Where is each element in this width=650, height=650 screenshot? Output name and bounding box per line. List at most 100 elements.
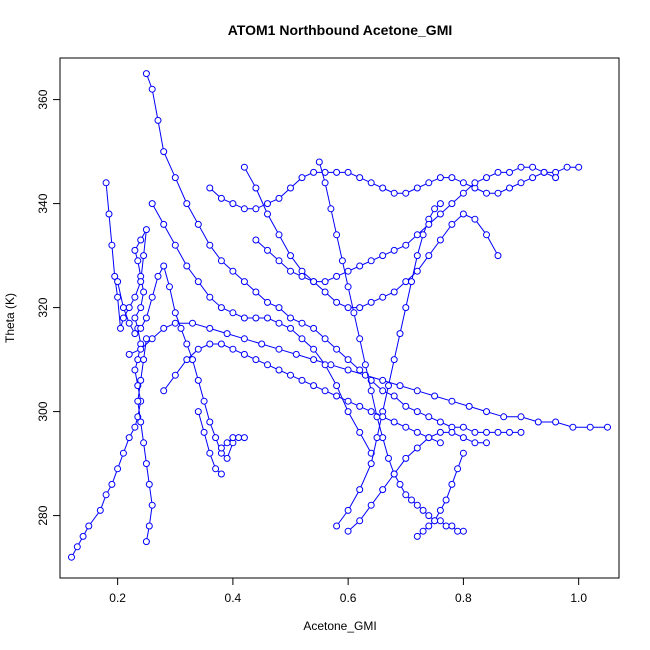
data-point [517, 413, 525, 421]
x-tick-label: 0.8 [455, 591, 472, 605]
data-point [217, 340, 225, 348]
data-point [183, 262, 191, 270]
data-point [131, 246, 139, 254]
data-point [431, 392, 439, 400]
data-point [604, 423, 611, 431]
data-point [483, 231, 490, 239]
data-point [194, 376, 202, 384]
trajectory-16 [252, 163, 560, 286]
data-point [217, 304, 225, 312]
data-point [183, 340, 191, 348]
data-point [471, 179, 479, 187]
data-point [154, 272, 162, 280]
data-point [379, 376, 387, 384]
data-point [119, 314, 127, 322]
data-point [229, 345, 237, 353]
data-point [252, 184, 260, 192]
data-point [436, 506, 444, 514]
data-point [148, 501, 156, 509]
trajectory-4 [125, 319, 611, 431]
data-point [137, 278, 145, 286]
data-point [367, 298, 375, 306]
data-point [194, 345, 202, 353]
data-point [160, 262, 168, 270]
data-point [333, 298, 341, 306]
data-point [563, 163, 571, 171]
data-point [223, 330, 231, 338]
x-tick-label: 0.2 [109, 591, 126, 605]
trajectory-line [145, 73, 521, 433]
data-point [483, 174, 490, 182]
data-point [125, 434, 133, 442]
data-point [252, 205, 260, 213]
data-point [459, 189, 467, 197]
data-point [212, 465, 220, 473]
data-point [310, 356, 318, 364]
data-point [448, 480, 456, 488]
data-point [321, 179, 329, 187]
data-point [310, 168, 318, 176]
data-point [494, 168, 502, 176]
data-point [333, 345, 341, 353]
data-point [252, 288, 260, 296]
trajectory-line [336, 203, 441, 527]
data-point [379, 252, 387, 260]
data-point [177, 324, 185, 332]
data-point [390, 418, 398, 426]
data-point [212, 434, 220, 442]
data-point [142, 460, 150, 468]
data-point [321, 335, 329, 343]
data-point [465, 402, 473, 410]
data-point [131, 366, 139, 374]
data-point [240, 278, 248, 286]
data-point [229, 434, 237, 442]
data-point [379, 486, 387, 494]
data-point [356, 428, 364, 436]
data-point [586, 423, 594, 431]
trajectory-6 [206, 163, 583, 213]
trajectory-line [243, 166, 499, 309]
data-point [142, 538, 150, 546]
data-point [436, 428, 444, 436]
data-point [419, 231, 427, 239]
x-tick-label: 0.6 [340, 591, 357, 605]
data-point [119, 449, 127, 457]
data-point [436, 418, 444, 426]
x-tick-label: 1.0 [570, 591, 587, 605]
data-point [117, 324, 124, 332]
data-point [240, 335, 248, 343]
data-point [361, 361, 369, 369]
data-point [436, 439, 444, 447]
data-point [131, 314, 139, 322]
data-point [436, 517, 444, 525]
data-point [385, 454, 392, 462]
data-point [315, 158, 323, 166]
data-point [142, 70, 150, 78]
data-point [506, 168, 513, 176]
data-point [229, 267, 237, 275]
data-point [413, 444, 421, 452]
data-point [200, 397, 208, 405]
data-point [396, 330, 404, 338]
data-point [425, 522, 433, 530]
data-point [140, 439, 148, 447]
data-point [275, 366, 283, 374]
data-point [206, 324, 214, 332]
data-point [506, 184, 513, 192]
data-point [419, 527, 427, 535]
data-point [131, 423, 139, 431]
data-point [344, 527, 352, 535]
data-point [96, 506, 104, 514]
data-point [206, 241, 214, 249]
data-point [240, 350, 248, 358]
y-tick-label: 340 [36, 193, 50, 213]
data-point [367, 257, 375, 265]
data-point [114, 465, 122, 473]
x-axis: 0.2 0.4 0.6 0.8 1.0 [109, 577, 587, 605]
data-point [552, 174, 560, 182]
data-point [223, 454, 231, 462]
trajectory-13 [194, 408, 225, 478]
data-point [298, 335, 306, 343]
data-point [134, 356, 142, 364]
data-point [425, 434, 433, 442]
